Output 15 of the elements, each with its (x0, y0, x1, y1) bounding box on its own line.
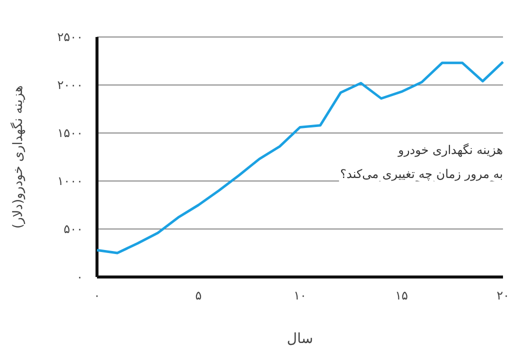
y-axis-title: هزینه نگهداری خودرو(دلار) (10, 85, 26, 229)
x-axis-title: سال (286, 331, 314, 347)
x-tick-label: ۱۰ (294, 288, 306, 303)
line-series (96, 60, 504, 254)
x-tick-label: ۱۵ (395, 288, 408, 303)
x-tick-label: ۰ (94, 288, 100, 303)
y-tick-label: ۲۰۰۰ (57, 78, 83, 92)
x-tick-label: ۵ (195, 288, 202, 303)
x-tick-label: ۲۰ (496, 288, 510, 303)
y-tick-label: ۱۰۰۰ (57, 174, 83, 188)
y-tick-label: ۱۵۰۰ (57, 126, 83, 140)
y-tick-label: ۵۰۰ (64, 222, 83, 236)
annotation: هزینه نگهداری خودرو به مرور زمان چه تغییری می‌کند؟ (340, 143, 503, 181)
y-tick-label: ۲۵۰۰ (57, 30, 83, 44)
y-tick-label: ۰ (76, 270, 83, 284)
